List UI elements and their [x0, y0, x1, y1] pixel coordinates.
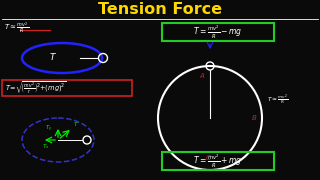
Bar — [162, 152, 274, 170]
Text: $T_y$: $T_y$ — [45, 124, 53, 134]
Text: T: T — [49, 53, 55, 62]
Text: $T = \frac{mv^2}{R} + mg$: $T = \frac{mv^2}{R} + mg$ — [193, 152, 243, 170]
Text: $T \approx \frac{mv^2}{R}$: $T \approx \frac{mv^2}{R}$ — [4, 20, 29, 36]
Text: $T = \frac{mv^2}{R} - mg$: $T = \frac{mv^2}{R} - mg$ — [193, 23, 243, 40]
Text: C: C — [205, 155, 211, 161]
Text: $T_x$: $T_x$ — [42, 143, 50, 151]
Text: B: B — [252, 115, 256, 121]
Text: Tension Force: Tension Force — [98, 3, 222, 17]
Text: $T\!=\!\sqrt{\!\left(\frac{mv^2}{r}\right)^{\!2}\!\!+\!(mg)^2}$: $T\!=\!\sqrt{\!\left(\frac{mv^2}{r}\righ… — [5, 80, 67, 96]
Text: T: T — [74, 123, 78, 127]
Text: $T \approx \frac{mv^2}{R}$: $T \approx \frac{mv^2}{R}$ — [267, 93, 288, 107]
Bar — [162, 23, 274, 41]
Bar — [2, 80, 132, 96]
Text: A: A — [200, 73, 204, 79]
